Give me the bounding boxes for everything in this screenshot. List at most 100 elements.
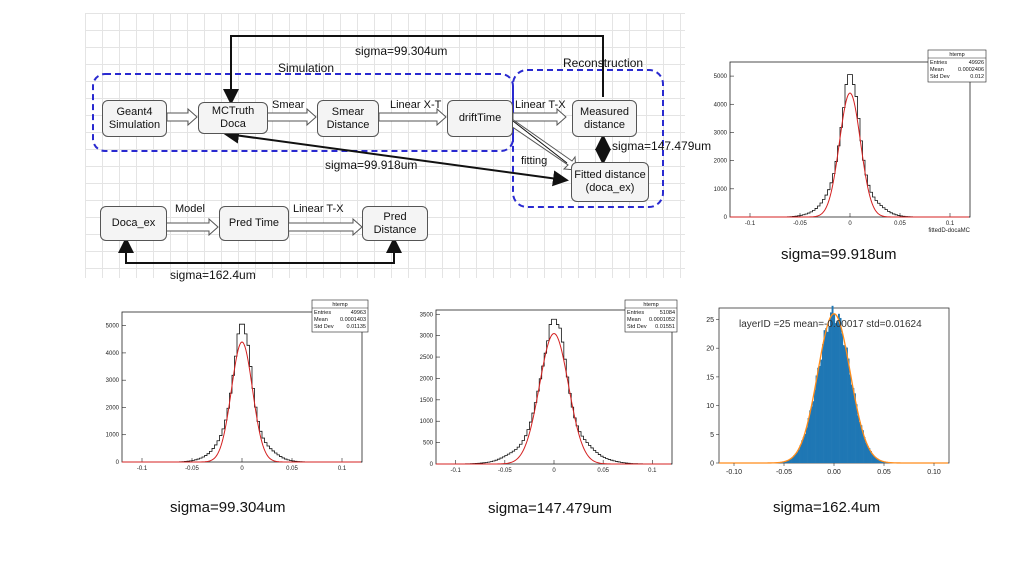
stats-key: Entries [930, 60, 947, 66]
top-sigma-label: sigma=99.304um [355, 44, 448, 58]
plot-frame [729, 61, 971, 218]
y-tick-label: 0 [116, 460, 120, 466]
x-tick-label: 0 [552, 468, 556, 473]
bottom-loop-arrow [118, 237, 395, 264]
x-tick-label: 0 [848, 221, 852, 227]
histogram-bar [876, 458, 879, 463]
histogram-bar [870, 450, 872, 463]
histogram-bar [802, 437, 805, 463]
x-tick-label: -0.05 [793, 221, 807, 227]
histogram-bar [881, 461, 884, 463]
y-tick-label: 3500 [420, 312, 434, 318]
flow-diagram: sigma=99.304um Simulation Reconstruction… [85, 13, 685, 282]
histogram-bar [852, 388, 855, 463]
mctruth-node: MCTruth Doca [198, 102, 268, 134]
histogram-bar [838, 313, 840, 463]
y-tick-label: 15 [706, 374, 714, 381]
y-tick-label: 2000 [106, 405, 120, 411]
x-tick-label: 0 [240, 466, 244, 472]
stats-value: 0.0002406 [958, 67, 984, 73]
histogram-bar [842, 345, 845, 463]
stats-title: htemp [643, 302, 658, 308]
edge-smear: Smear [272, 99, 305, 111]
histogram-bar [818, 365, 821, 463]
gaussian-fit-curve [122, 341, 361, 463]
histogram-bar [862, 430, 864, 463]
x-tick-label: -0.05 [776, 469, 792, 476]
diagram-connectors [92, 35, 664, 264]
stats-key: Mean [930, 67, 944, 73]
y-tick-label: 2000 [714, 159, 728, 165]
histogram-bar [841, 333, 844, 463]
histogram-bar [823, 330, 826, 463]
histogram-bar [846, 347, 848, 463]
caption-mea-doca: sigma=99.304um [170, 499, 286, 516]
fitted-doca-chart: 0 1000 2000 3000 4000 5000 -0.1 -0.05 0 0.05 0.1fi… [714, 49, 987, 234]
histogram-bar [825, 328, 828, 463]
plot-title: layerID =25 mean=-0.00017 std=0.01624 [739, 319, 922, 330]
histogram-bar [847, 358, 850, 463]
histogram-bar [839, 317, 842, 463]
stats-key: Entries [627, 310, 644, 316]
stats-value: 0.0001403 [340, 317, 366, 323]
histogram-bar [863, 437, 866, 463]
histogram-bar [834, 323, 837, 463]
reconstruction-label: Reconstruction [563, 56, 644, 70]
y-tick-label: 1500 [420, 398, 434, 404]
edge-linear-tx2: Linear T-X [293, 203, 344, 215]
plot-mea-fitted: 0 500 1000 1500 2000 2500 3000 3500 -0.1 -0.05 0 0.… [410, 298, 680, 481]
plot-frame [435, 309, 673, 465]
drift-node: driftTime [447, 100, 513, 137]
histogram-steps [436, 318, 672, 465]
histogram-bar [826, 331, 829, 463]
sigma-mctruth-fitted-label: sigma=99.918um [325, 158, 418, 172]
simulation-label: Simulation [278, 61, 335, 75]
stats-key: Std Dev [627, 324, 647, 330]
histogram-bar [790, 458, 792, 463]
x-tick-label: 0.05 [894, 221, 906, 227]
stats-key: Std Dev [930, 74, 950, 80]
histogram-bar [830, 312, 832, 463]
x-tick-label: -0.1 [745, 221, 756, 227]
stats-box [311, 299, 369, 333]
stats-key: Mean [627, 317, 641, 323]
histogram-bar [854, 393, 856, 463]
histogram-bar [807, 418, 810, 463]
geant4-node: Geant4 Simulation [102, 100, 167, 137]
edge-model: Model [175, 203, 205, 215]
histogram-bar [860, 425, 863, 463]
histogram-bar [844, 346, 847, 463]
fitted-node: Fitted distance (doca_ex) [571, 162, 649, 202]
histogram-bar [849, 374, 852, 463]
gaussian-fit-curve [730, 92, 969, 218]
histogram-bar [794, 453, 797, 463]
measured-node: Measured distance [572, 100, 637, 137]
y-tick-label: 3000 [106, 378, 120, 384]
mea-doca-chart: 0 1000 2000 3000 4000 5000 -0.1 -0.05 0 0.05 0.1 Me… [106, 299, 369, 479]
x-tick-label: 0.05 [286, 466, 298, 472]
histogram-bar [814, 389, 816, 463]
histogram-bar [785, 461, 788, 463]
histogram-bar [871, 454, 874, 463]
sigma-bottom-label: sigma=162.4um [170, 268, 256, 282]
histogram-bar [866, 445, 869, 463]
pred-time-node: Pred Time [219, 206, 289, 241]
plot-mea-doca: 0 1000 2000 3000 4000 5000 -0.1 -0.05 0 0.05 0.1 Me… [92, 298, 377, 479]
y-tick-label: 3000 [714, 130, 728, 136]
x-tick-label: 0.10 [927, 469, 941, 476]
histogram-bar [836, 320, 839, 463]
x-tick-label: 0.1 [338, 466, 347, 472]
stats-box [624, 299, 678, 333]
histogram-bar [815, 375, 818, 463]
y-tick-label: 3000 [420, 334, 434, 340]
x-tick-label: -0.1 [450, 468, 461, 473]
stats-value: 0.01551 [655, 324, 675, 330]
stats-value: 49963 [351, 310, 366, 316]
y-tick-label: 2000 [420, 376, 434, 382]
histogram-bar [855, 404, 858, 463]
y-tick-label: 1000 [420, 419, 434, 425]
doca-ex-node: Doca_ex [100, 206, 167, 241]
histogram-bar [796, 452, 799, 463]
histogram-bar [817, 367, 820, 463]
stats-value: 51084 [660, 310, 675, 316]
